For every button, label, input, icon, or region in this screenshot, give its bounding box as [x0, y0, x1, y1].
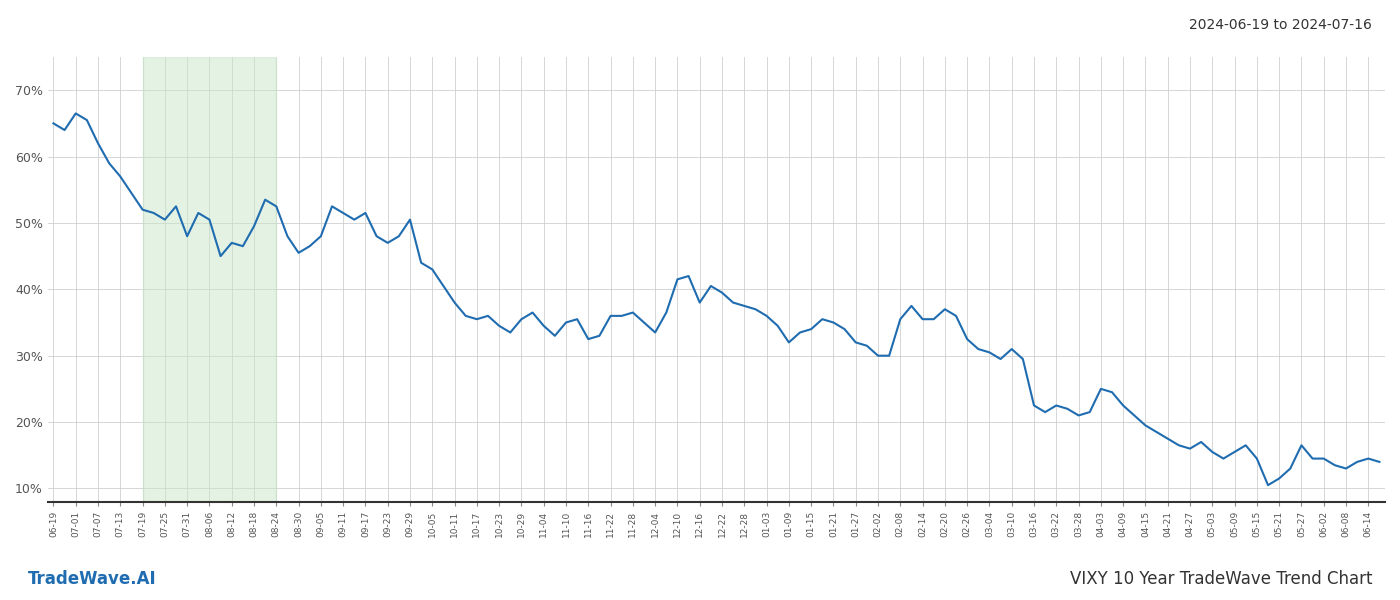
- Text: TradeWave.AI: TradeWave.AI: [28, 570, 157, 588]
- Bar: [143, 57, 276, 502]
- Text: 2024-06-19 to 2024-07-16: 2024-06-19 to 2024-07-16: [1189, 18, 1372, 32]
- Text: VIXY 10 Year TradeWave Trend Chart: VIXY 10 Year TradeWave Trend Chart: [1070, 570, 1372, 588]
